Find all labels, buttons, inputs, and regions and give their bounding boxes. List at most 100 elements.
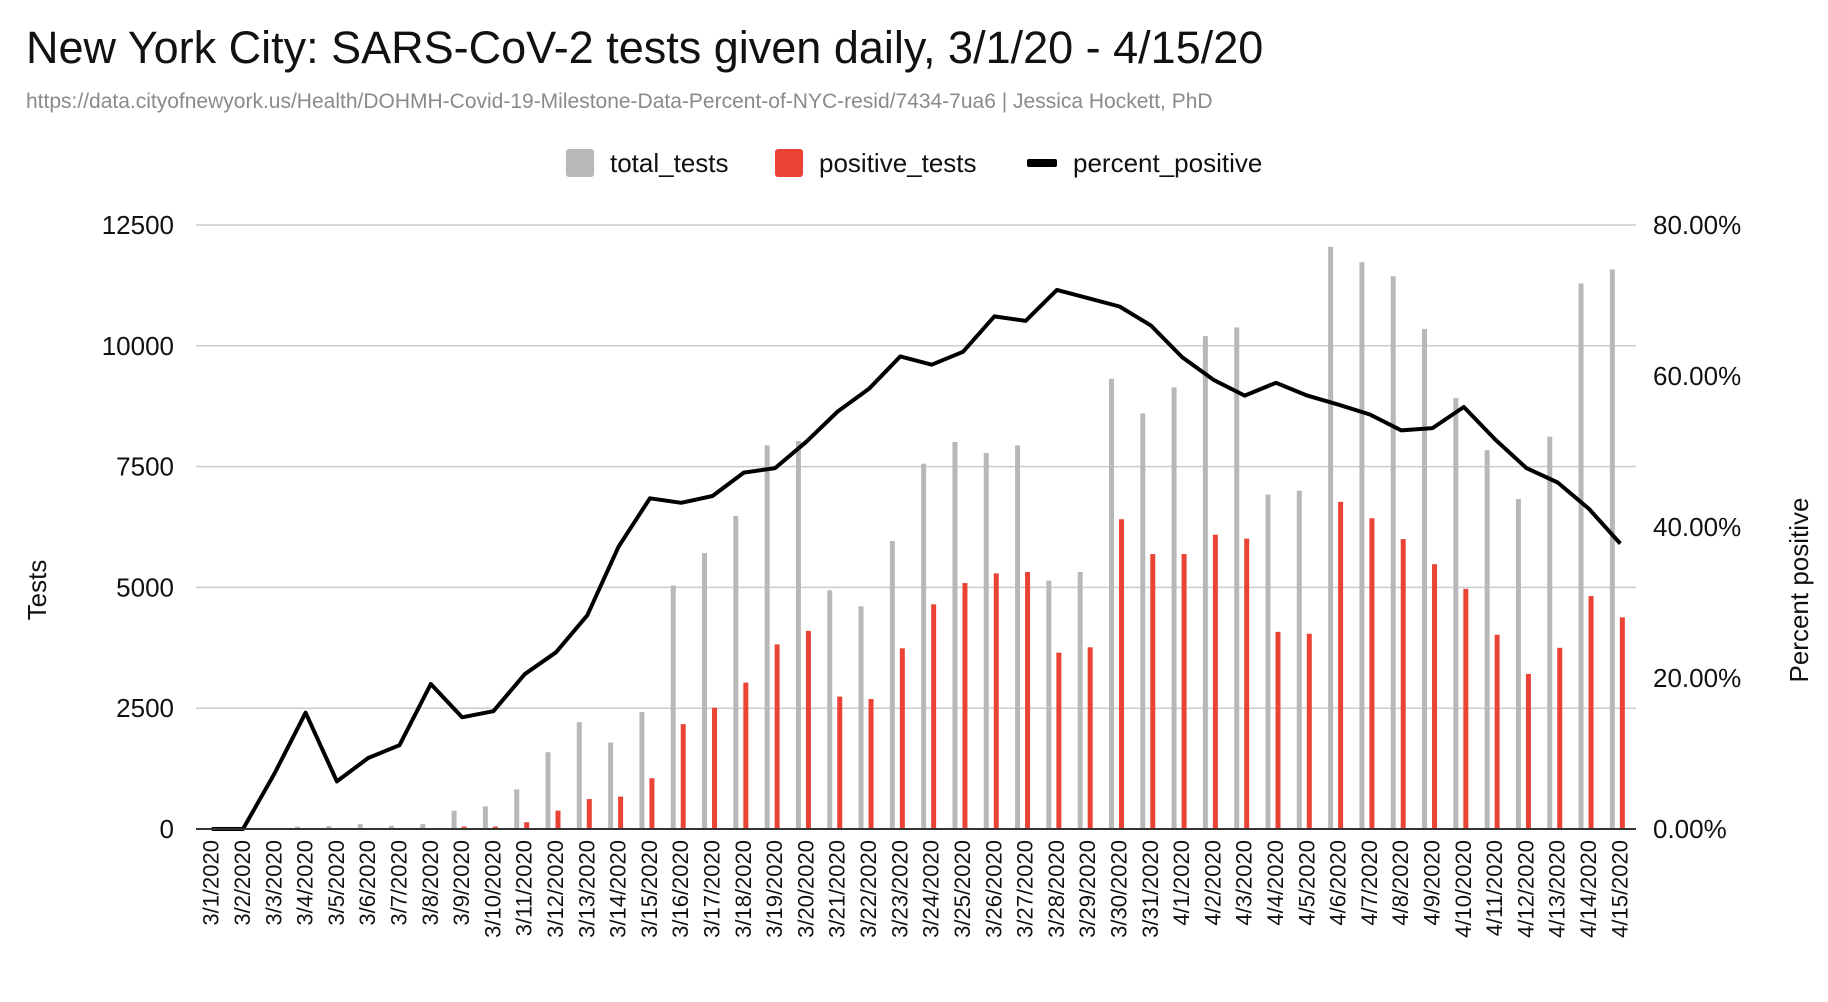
x-tick-label: 3/17/2020	[700, 840, 725, 938]
x-tick-label: 3/12/2020	[543, 840, 568, 938]
total-tests-bar	[639, 712, 645, 829]
x-tick-label: 3/20/2020	[793, 840, 818, 938]
x-tick-label: 3/15/2020	[637, 840, 662, 938]
x-tick-label: 3/13/2020	[574, 840, 599, 938]
x-tick-label: 3/2/2020	[230, 840, 255, 926]
total-tests-bar	[952, 441, 958, 829]
x-tick-label: 4/2/2020	[1200, 840, 1225, 926]
total-tests-bar	[1547, 436, 1553, 829]
positive-tests-bar	[618, 796, 624, 829]
positive-tests-bar	[993, 573, 999, 829]
positive-tests-bar	[649, 778, 655, 829]
total-tests-bar	[1015, 445, 1021, 829]
positive-tests-bar	[743, 682, 749, 829]
positive-tests-bar	[868, 699, 874, 829]
x-tick-label: 3/8/2020	[418, 840, 443, 926]
x-tick-label: 4/13/2020	[1545, 840, 1570, 938]
positive-tests-bar	[899, 648, 905, 829]
x-tick-label: 4/5/2020	[1294, 840, 1319, 926]
total-tests-bar	[1453, 397, 1459, 829]
legend: total_tests positive_tests percent_positiv…	[566, 148, 1262, 178]
positive-tests-bar	[586, 799, 592, 829]
x-tick-label: 3/18/2020	[731, 840, 756, 938]
y2-tick-label: 40.00%	[1653, 512, 1741, 542]
x-tick-label: 3/26/2020	[981, 840, 1006, 938]
total-tests-bar	[827, 590, 833, 829]
x-tick-label: 3/22/2020	[856, 840, 881, 938]
positive-tests-bar	[1306, 633, 1312, 829]
total-tests-bar	[983, 453, 989, 829]
positive-tests-bar	[1588, 596, 1594, 829]
total-tests-bar	[1515, 498, 1521, 829]
positive-tests-bar	[1150, 554, 1156, 829]
positive-tests-bar	[931, 604, 937, 829]
y-tick-label: 2500	[116, 693, 174, 723]
total-tests-bar	[858, 606, 864, 829]
y-tick-label: 10000	[102, 331, 174, 361]
total-tests-bar	[1578, 283, 1584, 830]
total-tests-bar	[1046, 580, 1052, 829]
y-tick-label: 0	[160, 814, 174, 844]
total-tests-bar	[1609, 269, 1615, 829]
total-tests-bar	[670, 585, 676, 829]
total-tests-bar	[545, 752, 551, 829]
positive-tests-bar	[1338, 501, 1344, 829]
axes: 0 2500 5000 7500 10000 12500 0.00% 20.00% 40.00%…	[22, 210, 1814, 938]
total-tests-bar	[702, 553, 708, 829]
positive-tests-bar	[774, 644, 780, 829]
total-tests-bar	[482, 806, 488, 829]
total-tests-bar	[795, 440, 801, 829]
total-tests-bar	[388, 825, 394, 829]
total-tests-bar	[1202, 336, 1208, 829]
positive-tests-bar	[1400, 539, 1406, 829]
total-tests-bar	[1234, 327, 1240, 829]
total-tests-bar	[1108, 378, 1114, 829]
total-tests-bar	[921, 463, 927, 829]
positive-tests-bar	[492, 826, 498, 829]
positive-tests-bar	[555, 810, 561, 829]
positive-tests-bar	[805, 630, 811, 829]
x-tick-label: 3/30/2020	[1106, 840, 1131, 938]
legend-swatch	[1027, 159, 1057, 167]
total-tests-bar	[295, 826, 301, 829]
positive-tests-bar	[1275, 631, 1281, 829]
positive-tests-bar	[1118, 519, 1124, 829]
x-tick-label: 3/5/2020	[324, 840, 349, 926]
y-axis-title: Tests	[22, 560, 52, 621]
x-tick-label: 3/4/2020	[293, 840, 318, 926]
total-tests-bar	[1359, 262, 1365, 829]
total-tests-bar	[1140, 413, 1146, 829]
positive-tests-bar	[1244, 538, 1250, 829]
total-tests-bar	[420, 824, 426, 829]
chart-title: New York City: SARS-CoV-2 tests given da…	[26, 22, 1264, 73]
total-tests-bar	[1484, 450, 1490, 829]
total-tests-bar	[1171, 387, 1177, 829]
x-tick-label: 4/15/2020	[1607, 840, 1632, 938]
x-tick-label: 3/3/2020	[261, 840, 286, 926]
x-tick-label: 3/21/2020	[825, 840, 850, 938]
x-tick-label: 4/4/2020	[1263, 840, 1288, 926]
percent-positive-line-layer	[211, 287, 1622, 831]
x-tick-label: 3/29/2020	[1075, 840, 1100, 938]
x-tick-label: 3/10/2020	[480, 840, 505, 938]
legend-label: positive_tests	[819, 148, 977, 178]
y2-tick-label: 0.00%	[1653, 814, 1727, 844]
positive-tests-bar	[680, 724, 686, 829]
positive-tests-bar	[962, 583, 968, 829]
x-tick-label: 4/11/2020	[1482, 840, 1507, 936]
total-tests-bar	[889, 541, 895, 829]
positive-tests-bar	[1463, 588, 1469, 829]
total-tests-bar	[1422, 328, 1428, 829]
y2-tick-label: 60.00%	[1653, 361, 1741, 391]
bars	[201, 246, 1625, 830]
total-tests-bar	[1265, 494, 1271, 829]
y-tick-label: 7500	[116, 452, 174, 482]
legend-swatch	[775, 149, 803, 177]
positive-tests-bar	[1494, 634, 1500, 829]
y2-axis-title: Percent positive	[1784, 498, 1814, 683]
positive-tests-bar	[1525, 673, 1531, 829]
total-tests-bar	[357, 824, 363, 829]
x-tick-label: 3/24/2020	[919, 840, 944, 938]
total-tests-bar	[1296, 490, 1302, 829]
x-tick-label: 3/14/2020	[606, 840, 631, 938]
